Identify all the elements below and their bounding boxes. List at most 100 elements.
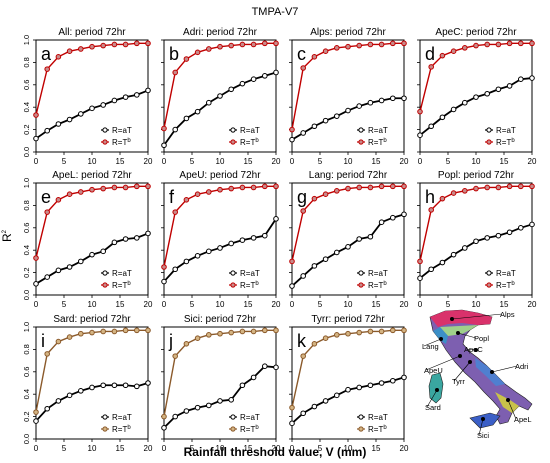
data-point-black	[111, 382, 118, 389]
x-tick-label: 15	[116, 300, 125, 309]
data-point-black	[300, 273, 307, 279]
data-point-black	[311, 123, 318, 130]
panel-letter: k	[297, 331, 307, 351]
map-label-apel: ApeL	[514, 415, 532, 424]
data-point-black	[390, 95, 396, 102]
data-point-black	[33, 135, 39, 142]
data-point-black	[66, 392, 73, 399]
map-leader-line	[457, 332, 477, 339]
data-point-red	[66, 334, 73, 340]
map-marker-dot	[435, 388, 439, 392]
data-point-black	[122, 382, 129, 389]
legend-marker-red	[486, 282, 492, 288]
data-point-red	[345, 43, 351, 50]
data-point-red	[250, 184, 257, 191]
data-point-red	[378, 41, 385, 48]
panel-title: Alps: period 72hr	[310, 27, 386, 38]
data-point-black	[345, 386, 351, 393]
legend-sup: b	[383, 138, 387, 144]
legend-label-red: R=Tb	[496, 281, 515, 290]
data-point-black	[506, 83, 513, 89]
data-point-red	[311, 54, 318, 60]
italy-map: Alps Popl Lang ApeC Adri ApeU Tyrr Sard ApeL Sici	[414, 309, 546, 440]
data-point-red	[529, 40, 535, 47]
x-tick-label: 20	[400, 444, 409, 453]
legend-sup: b	[511, 281, 515, 287]
panel-letter: d	[425, 44, 435, 64]
x-tick-label: 15	[372, 300, 381, 309]
data-point-black	[161, 278, 167, 285]
data-point-black	[217, 398, 223, 404]
data-point-red	[273, 183, 279, 190]
data-point-red	[134, 40, 140, 47]
y-tick-label: 0.4	[22, 102, 31, 112]
legend-label-black: R=aT	[496, 269, 516, 278]
legend-marker-black	[102, 270, 108, 276]
data-point-red	[217, 43, 223, 50]
data-point-red	[55, 197, 62, 203]
data-point-red	[345, 330, 351, 337]
map-marker-dot	[506, 398, 510, 402]
data-point-black	[111, 97, 118, 104]
data-point-red	[262, 183, 268, 190]
legend-marker-black	[102, 414, 108, 420]
data-point-red	[367, 328, 374, 335]
map-label-adri: Adri	[515, 362, 529, 371]
map-marker-dot	[474, 348, 478, 352]
data-point-black	[378, 219, 385, 225]
data-point-black	[78, 388, 84, 394]
data-point-red	[273, 327, 279, 334]
data-point-red	[473, 185, 479, 192]
data-point-black	[428, 266, 435, 273]
data-point-red	[172, 69, 178, 76]
legend-marker-red	[230, 282, 236, 288]
data-point-red	[450, 190, 457, 196]
x-tick-label: 5	[318, 157, 323, 166]
legend-marker-red	[102, 139, 108, 145]
data-point-red	[206, 46, 212, 52]
data-point-black	[78, 111, 84, 117]
data-point-red	[217, 186, 223, 193]
data-point-black	[66, 116, 73, 123]
legend-sup: b	[127, 281, 131, 287]
map-leader-line	[507, 399, 517, 420]
x-tick-label: 15	[244, 444, 253, 453]
map-label-popl: Popl	[474, 334, 489, 343]
panel-title: Popl: period 72hr	[438, 170, 515, 181]
data-point-black	[300, 130, 307, 136]
x-tick-label: 0	[34, 300, 39, 309]
y-tick-label: 0.6	[22, 80, 31, 90]
y-tick-label: 1.0	[22, 178, 31, 188]
legend-marker-black	[102, 127, 108, 133]
data-point-red	[239, 41, 246, 48]
data-point-black	[89, 105, 95, 112]
data-point-red	[484, 184, 491, 191]
panel-letter: j	[168, 331, 173, 351]
series-line-red	[35, 329, 148, 413]
panel-title: Adri: period 72hr	[183, 27, 258, 38]
data-point-red	[206, 189, 212, 195]
x-tick-label: 5	[62, 300, 67, 309]
data-point-red	[161, 264, 167, 270]
data-point-black	[334, 113, 340, 119]
data-point-black	[111, 239, 118, 246]
data-point-red	[356, 329, 363, 336]
data-point-red	[44, 351, 51, 357]
data-point-black	[417, 275, 423, 282]
x-tick-label: 20	[144, 444, 153, 453]
legend-label-red: R=Tb	[112, 138, 131, 147]
data-point-black	[356, 384, 363, 391]
data-point-black	[378, 380, 385, 386]
panel-title: ApeC: period 72hr	[435, 27, 517, 38]
panel-title: All: period 72hr	[58, 27, 126, 38]
data-point-black	[228, 397, 234, 403]
data-point-black	[322, 398, 329, 404]
x-tick-label: 20	[400, 300, 409, 309]
plot-frame	[163, 326, 277, 440]
y-tick-label: 0.4	[22, 245, 31, 255]
data-point-red	[529, 183, 535, 190]
data-point-black	[55, 121, 62, 127]
legend-marker-black	[358, 414, 364, 420]
map-marker-dot	[481, 417, 485, 421]
